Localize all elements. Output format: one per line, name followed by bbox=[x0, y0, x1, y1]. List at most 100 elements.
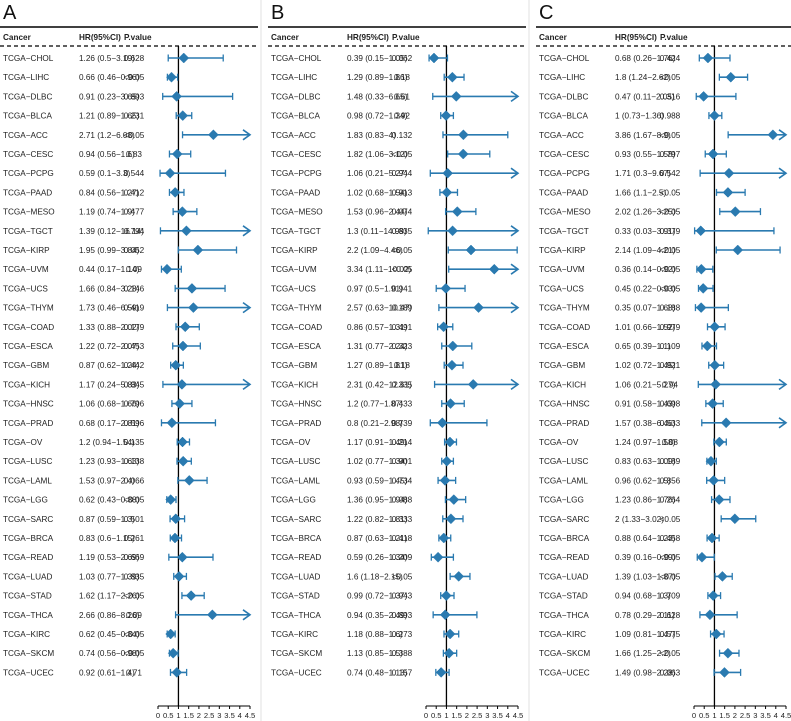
row-pvalue: 0.796 bbox=[124, 400, 145, 409]
row-hr-text: 0.68 (0.17−2.81) bbox=[79, 419, 140, 428]
row-pvalue: 0.92 bbox=[394, 112, 410, 121]
hr-point bbox=[171, 148, 183, 160]
row-pvalue: <0.05 bbox=[392, 265, 413, 274]
row-pvalue: 0.501 bbox=[124, 515, 145, 524]
hr-point bbox=[186, 283, 198, 294]
row-cancer-label: TCGA−BRCA bbox=[3, 534, 54, 543]
row-hr-text: 1.26 (0.5−3.19) bbox=[79, 54, 135, 63]
hr-point bbox=[704, 609, 716, 621]
hr-point bbox=[707, 148, 719, 160]
row-hr-text: 1.2 (0.77−1.87) bbox=[347, 400, 403, 409]
row-hr-text: 0.93 (0.59−1.45) bbox=[347, 476, 408, 485]
row-hr-text: 0.59 (0.26−1.34) bbox=[347, 553, 408, 562]
hr-point bbox=[171, 667, 183, 678]
ci-arrow bbox=[242, 378, 252, 391]
header-cancer: Cancer bbox=[3, 33, 32, 42]
row-cancer-label: TCGA−GBM bbox=[539, 361, 585, 370]
row-cancer-label: TCGA−CESC bbox=[539, 150, 589, 159]
row-hr-text: 0.66 (0.46−0.96) bbox=[79, 73, 140, 82]
hr-point bbox=[173, 571, 185, 582]
row-cancer-label: TCGA−ESCA bbox=[271, 342, 321, 351]
hr-point bbox=[440, 110, 452, 121]
row-pvalue: 0.533 bbox=[660, 419, 681, 428]
header-cancer: Cancer bbox=[271, 33, 300, 42]
row-cancer-label: TCGA−BLCA bbox=[3, 112, 52, 121]
row-hr-text: 0.88 (0.64−1.23) bbox=[615, 534, 676, 543]
row-pvalue: 0.138 bbox=[124, 457, 145, 466]
row-cancer-label: TCGA−PAAD bbox=[539, 188, 588, 197]
hr-point bbox=[457, 148, 469, 160]
x-tick-label: 0 bbox=[156, 711, 160, 720]
hr-point bbox=[709, 110, 720, 121]
header-hr: HR(95%CI) bbox=[615, 33, 657, 42]
row-cancer-label: TCGA−HNSC bbox=[539, 400, 590, 409]
ci-arrow bbox=[510, 263, 520, 275]
row-cancer-label: TCGA−PRAD bbox=[3, 419, 53, 428]
row-hr-text: 2.66 (0.86−8.26) bbox=[79, 611, 140, 620]
x-tick-label: 3.5 bbox=[492, 711, 503, 720]
row-pvalue: 0.261 bbox=[124, 534, 145, 543]
row-pvalue: 0.477 bbox=[124, 208, 145, 217]
hr-point bbox=[170, 359, 182, 371]
row-hr-text: 1.95 (0.99−3.84) bbox=[79, 246, 140, 255]
row-hr-text: 0.94 (0.35−2.49) bbox=[347, 611, 408, 620]
ci-arrow bbox=[242, 609, 252, 621]
row-cancer-label: TCGA−PCPG bbox=[539, 169, 590, 178]
header-pvalue: P.value bbox=[392, 33, 420, 42]
row-cancer-label: TCGA−TGCT bbox=[539, 227, 589, 236]
hr-point bbox=[177, 436, 188, 448]
hr-point bbox=[767, 129, 779, 141]
row-pvalue: 0.544 bbox=[124, 169, 145, 178]
row-cancer-label: TCGA−CHOL bbox=[539, 54, 590, 63]
row-pvalue: 0.835 bbox=[392, 227, 413, 236]
row-hr-text: 1.33 (0.88−2.02) bbox=[79, 323, 140, 332]
hr-point bbox=[176, 551, 188, 563]
row-pvalue: 0.83 bbox=[126, 150, 142, 159]
row-hr-text: 1.17 (0.91−1.49) bbox=[347, 438, 408, 447]
row-hr-text: 0.39 (0.15−1.05) bbox=[347, 54, 408, 63]
row-cancer-label: TCGA−LUSC bbox=[271, 457, 320, 466]
x-tick-label: 0 bbox=[424, 711, 428, 720]
row-cancer-label: TCGA−LUAD bbox=[3, 572, 52, 581]
row-pvalue: 0.231 bbox=[124, 112, 145, 121]
row-cancer-label: TCGA−READ bbox=[3, 553, 53, 562]
row-pvalue: 0.316 bbox=[660, 92, 681, 101]
row-hr-text: 1.06 (0.21−5.27) bbox=[347, 169, 408, 178]
row-hr-text: 1.57 (0.38−6.46) bbox=[615, 419, 676, 428]
row-pvalue: <0.05 bbox=[124, 649, 145, 658]
hr-point bbox=[450, 91, 462, 102]
hr-point bbox=[169, 187, 181, 198]
row-pvalue: <0.05 bbox=[660, 208, 681, 217]
row-hr-text: 1.83 (0.83−4) bbox=[347, 131, 396, 140]
row-cancer-label: TCGA−THYM bbox=[539, 304, 590, 313]
row-pvalue: 0.856 bbox=[660, 476, 681, 485]
row-cancer-label: TCGA−BRCA bbox=[271, 534, 322, 543]
panel-label: B bbox=[271, 2, 284, 24]
row-cancer-label: TCGA−READ bbox=[271, 553, 321, 562]
hr-point bbox=[702, 52, 714, 64]
hr-point bbox=[181, 225, 192, 237]
row-pvalue: 0.698 bbox=[660, 400, 681, 409]
row-pvalue: 0.052 bbox=[124, 246, 145, 255]
row-hr-text: 1.22 (0.82−1.81) bbox=[347, 515, 408, 524]
row-pvalue: 0.264 bbox=[660, 496, 681, 505]
row-pvalue: 0.709 bbox=[660, 592, 681, 601]
row-cancer-label: TCGA−PCPG bbox=[3, 169, 54, 178]
row-pvalue: <0.05 bbox=[124, 131, 145, 140]
hr-point bbox=[166, 417, 178, 429]
row-cancer-label: TCGA−PAAD bbox=[3, 188, 52, 197]
x-tick-label: 2.5 bbox=[472, 711, 483, 720]
x-tick-label: 1.5 bbox=[719, 711, 730, 720]
row-hr-text: 1.71 (0.3−9.67) bbox=[615, 169, 671, 178]
hr-point bbox=[161, 263, 173, 275]
hr-point bbox=[695, 302, 707, 313]
row-pvalue: 0.189 bbox=[660, 457, 681, 466]
row-cancer-label: TCGA−KIRP bbox=[271, 246, 318, 255]
row-cancer-label: TCGA−BLCA bbox=[271, 112, 320, 121]
row-hr-text: 1 (0.73−1.36) bbox=[615, 112, 664, 121]
row-pvalue: 0.412 bbox=[124, 188, 145, 197]
row-hr-text: 0.33 (0.03−3.91) bbox=[615, 227, 676, 236]
row-hr-text: 0.96 (0.62−1.5) bbox=[615, 476, 671, 485]
row-hr-text: 0.94 (0.56−1.6) bbox=[79, 150, 135, 159]
hr-point bbox=[719, 667, 730, 678]
